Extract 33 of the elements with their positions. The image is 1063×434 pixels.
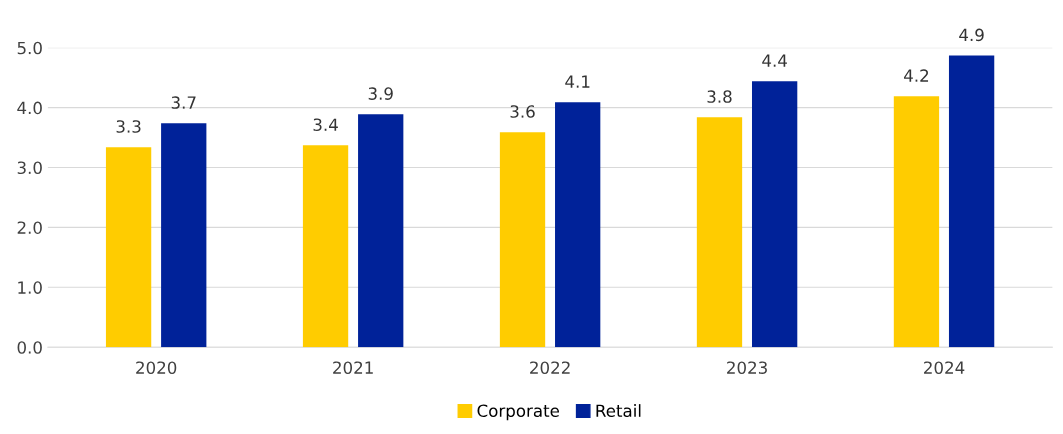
bar: [751, 81, 798, 348]
y-tick-label: 2.0: [17, 221, 42, 234]
x-tick-label: 2022: [530, 361, 570, 374]
data-label: 4.9: [959, 28, 984, 42]
bar: [105, 147, 152, 348]
data-label: 3.4: [313, 118, 338, 132]
bar: [555, 102, 601, 348]
legend-label: Corporate: [477, 404, 559, 421]
x-tick-label: 2020: [136, 361, 177, 374]
y-tick-label: 0.0: [17, 341, 42, 354]
bar: [499, 132, 546, 348]
data-label: 3.9: [368, 87, 393, 100]
y-tick-label: 1.0: [18, 281, 42, 294]
bar: [893, 96, 940, 348]
data-label: 3.3: [116, 120, 141, 133]
data-label: 3.7: [171, 96, 196, 109]
x-tick-label: 2023: [727, 361, 767, 374]
data-label: 4.4: [762, 54, 787, 67]
x-tick-label: 2021: [333, 361, 373, 374]
y-tick-label: 5.0: [17, 41, 42, 55]
data-label: 3.8: [707, 90, 732, 103]
data-label: 4.2: [904, 69, 929, 82]
bar: [358, 114, 404, 348]
data-label: 3.6: [510, 105, 535, 118]
bar: [696, 117, 743, 348]
x-tick-label: 2024: [924, 361, 965, 374]
y-tick-label: 3.0: [17, 161, 42, 175]
bar: [161, 123, 207, 348]
y-tick-label: 4.0: [17, 101, 42, 115]
bar: [302, 145, 349, 348]
legend-label: Retail: [596, 404, 641, 418]
data-label: 4.1: [565, 75, 590, 88]
bar: [948, 55, 995, 348]
